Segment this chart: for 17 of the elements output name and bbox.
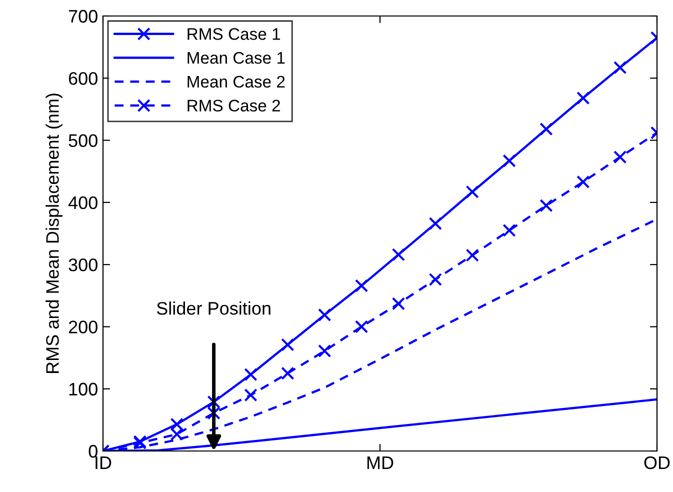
x-tick-label: MD	[367, 456, 394, 469]
legend-label: RMS Case 2	[188, 100, 280, 112]
y-tick-label: 500	[68, 134, 98, 148]
legend-label: Mean Case 1	[188, 52, 285, 64]
y-tick-label: 700	[68, 10, 98, 23]
y-tick-label: 0	[88, 444, 98, 458]
y-tick-label: 300	[68, 258, 98, 272]
y-tick-label: 100	[69, 382, 98, 396]
y-axis-title: RMS and Mean Displacement (nm)	[46, 94, 62, 373]
legend-label: RMS Case 1	[188, 28, 280, 40]
y-tick-label: 400	[68, 196, 98, 210]
x-tick-label: ID	[96, 456, 112, 469]
legend-label: Mean Case 2	[188, 76, 285, 88]
x-tick-label: OD	[644, 456, 670, 470]
y-tick-label: 600	[68, 72, 98, 85]
annotation: Slider Position	[156, 301, 270, 315]
y-tick-label: 200	[68, 320, 98, 334]
